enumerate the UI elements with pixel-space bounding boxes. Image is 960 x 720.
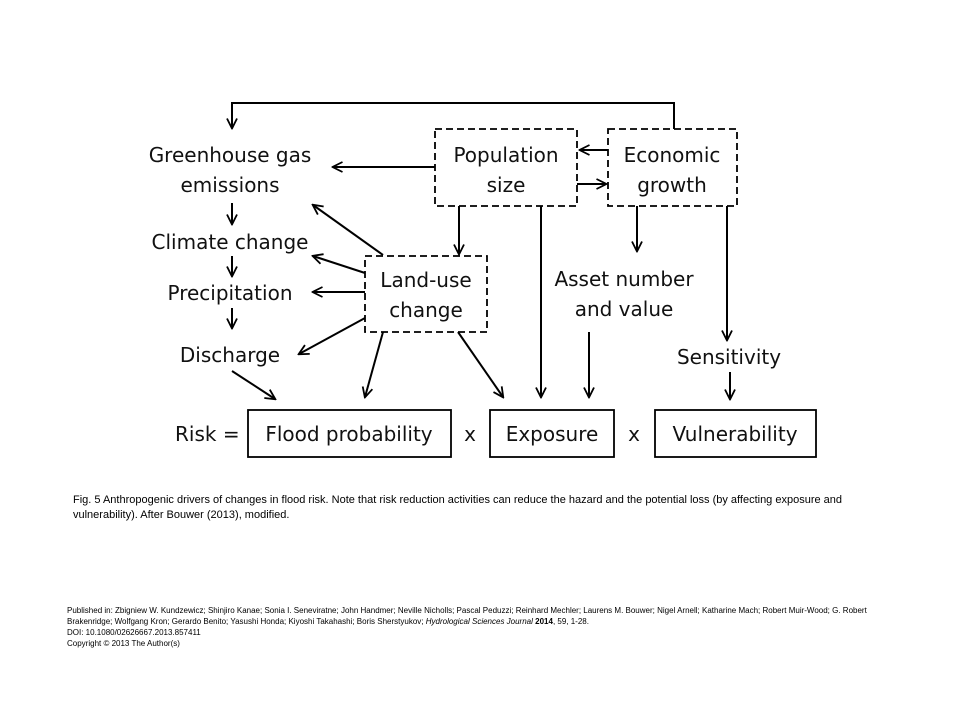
vulnerability-label: Vulnerability — [672, 422, 797, 446]
ghg-label-line1: Greenhouse gas — [149, 143, 312, 167]
landuse-label-line2: change — [389, 298, 463, 322]
doi: DOI: 10.1080/02626667.2013.857411 — [67, 628, 201, 637]
published-in-prefix: Published in: — [67, 606, 113, 615]
arrow-landuse-to-ghg — [313, 205, 384, 256]
landuse-label-line1: Land-use — [380, 268, 471, 292]
population-box — [434, 128, 578, 207]
economic-box — [607, 128, 738, 207]
times-sign-2: x — [628, 422, 640, 446]
feedback-arrow — [232, 102, 675, 129]
arrow-landuse-to-discharge — [299, 317, 366, 354]
asset-label-line1: Asset number — [554, 267, 694, 291]
ghg-label-line2: emissions — [180, 173, 279, 197]
journal-name: Hydrological Sciences Journal — [425, 617, 533, 626]
economic-label-line1: Economic — [624, 143, 721, 167]
arrow-discharge-to-flood — [231, 370, 275, 399]
volume-pages: , 59, 1-28. — [552, 617, 589, 626]
population-label-line1: Population — [453, 143, 558, 167]
exposure-box — [489, 409, 615, 458]
publication-year: 2014 — [535, 617, 553, 626]
precipitation-label: Precipitation — [167, 281, 292, 305]
asset-label-line2: and value — [575, 297, 674, 321]
flood-probability-box — [247, 409, 452, 458]
risk-label: Risk = — [175, 422, 240, 446]
arrow-landuse-to-flood — [365, 331, 384, 397]
arrow-landuse-to-climate — [313, 256, 366, 274]
exposure-label: Exposure — [506, 422, 599, 446]
flood-risk-diagram: Greenhouse gas emissions Climate change … — [149, 102, 817, 458]
figure-caption: Fig. 5 Anthropogenic drivers of changes … — [73, 494, 843, 521]
times-sign-1: x — [464, 422, 476, 446]
discharge-label: Discharge — [180, 343, 280, 367]
flood-probability-label: Flood probability — [265, 422, 432, 446]
publication-info: Published in: Zbigniew W. Kundzewicz; Sh… — [67, 605, 912, 649]
copyright: Copyright © 2013 The Author(s) — [67, 639, 180, 648]
economic-label-line2: growth — [637, 173, 707, 197]
landuse-box — [364, 255, 488, 333]
citation: Published in: Zbigniew W. Kundzewicz; Sh… — [67, 605, 912, 627]
climate-change-label: Climate change — [152, 230, 309, 254]
sensitivity-label: Sensitivity — [677, 345, 781, 369]
arrow-landuse-to-exposure — [457, 331, 503, 397]
vulnerability-box — [654, 409, 817, 458]
population-label-line2: size — [487, 173, 526, 197]
authors: Zbigniew W. Kundzewicz; Shinjiro Kanae; … — [67, 606, 867, 626]
